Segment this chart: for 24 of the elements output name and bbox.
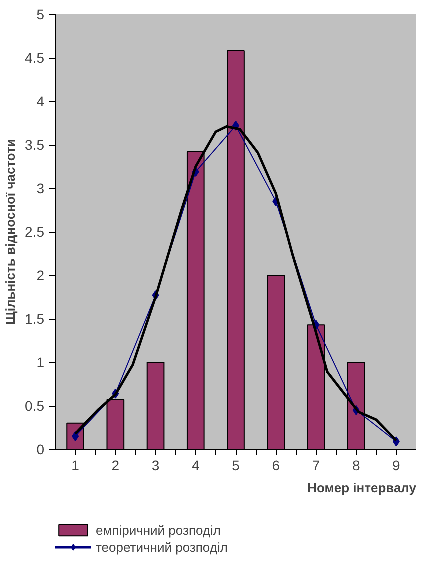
x-tick-label: 3 <box>152 458 160 474</box>
x-tick-label: 5 <box>232 458 240 474</box>
y-tick-label: 2.5 <box>25 224 45 240</box>
y-tick-label: 2 <box>36 268 45 284</box>
x-tick-label: 9 <box>392 458 401 474</box>
x-tick-label: 8 <box>352 458 360 474</box>
y-tick-label: 4.5 <box>25 50 45 66</box>
x-tick-label: 7 <box>312 458 320 474</box>
x-tick-label: 2 <box>112 458 120 474</box>
y-tick-label: 5 <box>36 6 45 22</box>
legend-label: емпіричний розподіл <box>96 522 221 538</box>
x-tick-label: 4 <box>192 458 200 474</box>
y-tick-label: 0.5 <box>25 398 45 414</box>
y-tick-label: 3 <box>36 180 45 196</box>
y-tick-label: 0 <box>36 442 45 458</box>
y-tick-label: 4 <box>36 94 45 110</box>
y-axis-title: Щільність відносної частоти <box>3 139 18 325</box>
x-axis-title: Номер інтервалу <box>308 480 418 496</box>
y-tick-label: 3.5 <box>25 137 45 153</box>
legend-label: теоретичний розподіл <box>96 540 228 554</box>
x-tick-label: 1 <box>72 458 80 474</box>
y-tick-label: 1 <box>36 354 45 370</box>
y-tick-label: 1.5 <box>25 311 45 327</box>
x-tick-label: 6 <box>272 458 280 474</box>
